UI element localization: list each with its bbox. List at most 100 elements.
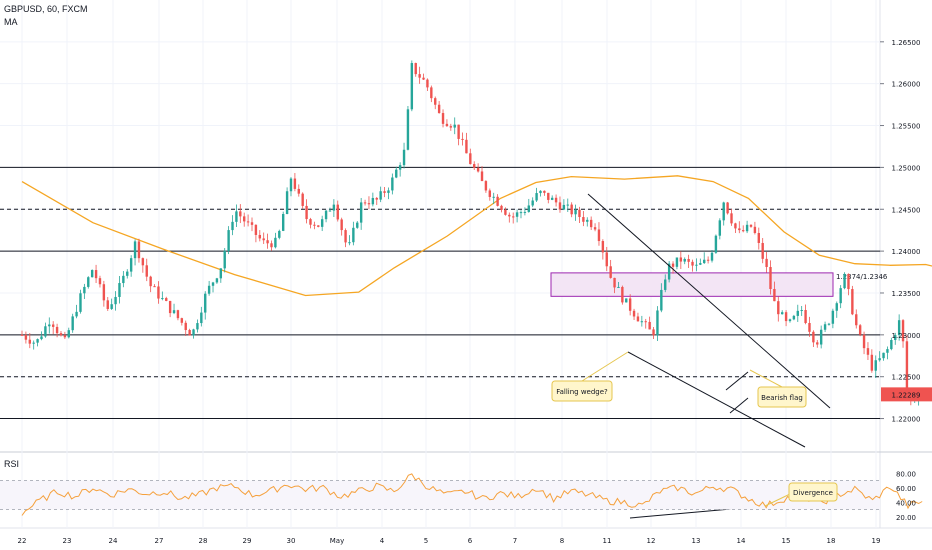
- candle-body-188: [753, 226, 757, 233]
- candle-body-196: [784, 312, 788, 322]
- candle-body-113: [461, 138, 464, 140]
- falling-wedge-note-box: [551, 380, 613, 402]
- candle-body-226: [901, 320, 905, 342]
- candle-body-18: [90, 270, 94, 278]
- candle-body-181: [726, 202, 729, 214]
- candle-body-168: [675, 257, 679, 267]
- candle-body-197: [788, 319, 792, 322]
- time-tick-label-2: 24: [109, 537, 118, 545]
- candle-body-0: [20, 334, 24, 336]
- time-tick-label-15: 13: [692, 537, 701, 545]
- candle-body-71: [297, 188, 300, 194]
- candle-body-16: [83, 286, 86, 294]
- supply-zone-box: [550, 272, 834, 297]
- candle-body-88: [363, 202, 367, 204]
- candle-body-145: [586, 219, 589, 222]
- candle-body-46: [200, 312, 203, 324]
- candle-body-83: [344, 230, 347, 243]
- candle-body-157: [632, 310, 636, 317]
- candle-body-182: [730, 213, 733, 224]
- wedge-upper-line: [587, 193, 831, 409]
- candle-body-135: [547, 192, 550, 200]
- candle-body-227: [905, 341, 909, 390]
- candle-body-4: [36, 339, 39, 343]
- candle-body-193: [773, 288, 776, 302]
- candle-body-121: [492, 196, 495, 198]
- falling-wedge-note-text: Falling wedge?: [556, 388, 608, 396]
- candle-body-62: [262, 238, 265, 241]
- candle-body-110: [449, 126, 453, 128]
- candle-body-134: [543, 190, 546, 193]
- candle-body-137: [554, 197, 558, 203]
- candle-body-10: [59, 333, 63, 336]
- candle-body-118: [480, 171, 484, 182]
- candle-body-100: [410, 63, 414, 110]
- candle-body-3: [32, 342, 35, 344]
- candle-body-95: [391, 177, 394, 191]
- candle-body-148: [597, 229, 601, 242]
- flag-upper-line: [725, 371, 749, 391]
- candle-body-136: [550, 197, 554, 200]
- rsi-indicator-label[interactable]: RSI: [4, 459, 20, 469]
- candle-body-13: [71, 316, 74, 331]
- price-tick-label-8: 1.22500: [892, 374, 921, 382]
- candle-body-183: [734, 223, 737, 229]
- candle-body-52: [223, 250, 226, 269]
- candle-body-98: [402, 149, 406, 166]
- candle-body-115: [469, 153, 472, 165]
- divergence-note-text: Divergence: [793, 489, 833, 497]
- candle-body-202: [808, 322, 811, 332]
- candle-body-189: [757, 232, 760, 243]
- candle-body-45: [196, 323, 199, 330]
- candle-body-57: [243, 216, 246, 222]
- candle-body-174: [699, 263, 702, 265]
- candle-body-20: [98, 278, 102, 285]
- time-tick-label-7: May: [330, 537, 344, 545]
- candle-body-128: [519, 212, 523, 214]
- candle-body-167: [671, 263, 675, 267]
- wedge-lower-line: [627, 351, 806, 448]
- candle-body-130: [527, 205, 530, 212]
- candle-body-30: [137, 241, 141, 259]
- symbol-title[interactable]: GBPUSD, 60, FXCM: [4, 4, 88, 14]
- time-tick-label-0: 22: [18, 537, 27, 545]
- candle-body-65: [274, 237, 277, 248]
- candle-body-79: [328, 210, 332, 212]
- candle-body-59: [250, 222, 254, 225]
- candle-body-204: [816, 342, 819, 345]
- candle-body-123: [500, 205, 503, 210]
- candle-body-192: [769, 267, 772, 289]
- candle-body-170: [683, 258, 686, 262]
- time-tick-label-17: 15: [782, 537, 791, 545]
- candle-body-44: [192, 329, 195, 336]
- candle-body-85: [352, 227, 355, 243]
- ma-indicator-label[interactable]: MA: [4, 17, 18, 27]
- candle-body-216: [862, 334, 866, 349]
- candle-body-211: [843, 273, 846, 289]
- current-price-tag: [881, 387, 932, 402]
- bearish-flag-note-text: Bearish flag: [761, 394, 803, 402]
- candle-body-91: [375, 197, 378, 200]
- candle-body-122: [496, 196, 499, 206]
- candle-body-217: [866, 348, 870, 355]
- candle-body-8: [51, 324, 55, 327]
- candle-body-82: [340, 219, 343, 231]
- candle-body-111: [453, 124, 456, 128]
- candle-body-222: [886, 349, 889, 353]
- price-axis-pane: [880, 0, 932, 550]
- candle-body-89: [367, 203, 371, 205]
- divergence-note-box: [788, 482, 838, 502]
- price-tick-label-5: 1.24000: [892, 248, 921, 256]
- candle-body-206: [823, 324, 827, 330]
- candle-body-219: [874, 360, 877, 371]
- candle-body-120: [488, 190, 492, 197]
- candle-body-166: [667, 263, 671, 280]
- candle-body-19: [94, 270, 98, 279]
- candle-body-180: [722, 202, 725, 221]
- candle-body-179: [718, 220, 722, 236]
- candle-body-114: [465, 139, 468, 154]
- candle-body-69: [289, 178, 293, 192]
- candle-body-209: [835, 303, 838, 311]
- candle-body-146: [589, 219, 593, 228]
- candle-body-221: [882, 352, 885, 359]
